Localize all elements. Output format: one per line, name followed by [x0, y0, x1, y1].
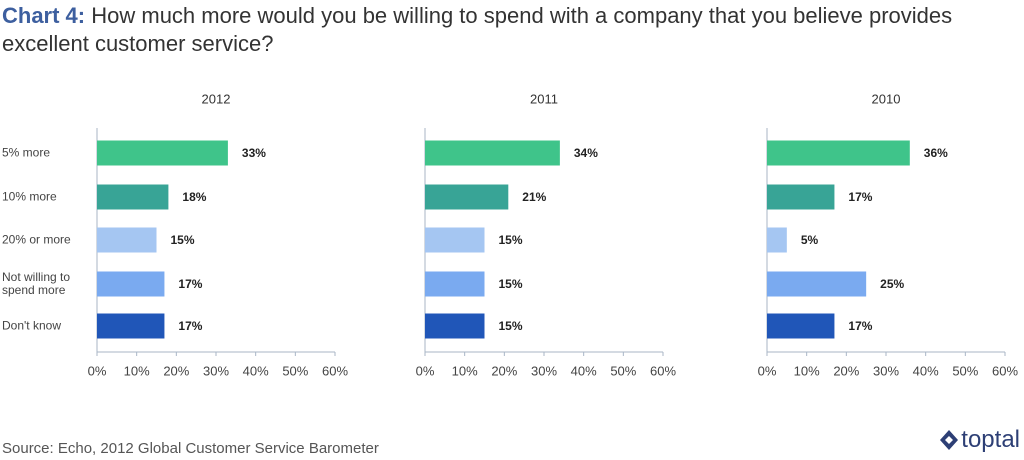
- x-tick-label: 30%: [873, 363, 899, 378]
- x-tick-label: 10%: [124, 363, 150, 378]
- value-label: 17%: [848, 319, 872, 333]
- bar: [425, 313, 485, 339]
- bar: [767, 140, 910, 166]
- value-label: 25%: [880, 277, 904, 291]
- x-tick-label: 50%: [610, 363, 636, 378]
- value-label: 15%: [499, 233, 523, 247]
- value-label: 15%: [171, 233, 195, 247]
- value-label: 5%: [801, 233, 819, 247]
- x-tick-label: 30%: [203, 363, 229, 378]
- x-tick-label: 40%: [243, 363, 269, 378]
- value-label: 17%: [178, 277, 202, 291]
- x-tick-label: 20%: [833, 363, 859, 378]
- value-label: 34%: [574, 146, 598, 160]
- bar: [97, 271, 165, 297]
- x-tick-label: 30%: [531, 363, 557, 378]
- value-label: 17%: [848, 190, 872, 204]
- bar: [425, 227, 485, 253]
- logo-text: toptal: [961, 426, 1020, 453]
- x-tick-label: 0%: [758, 363, 777, 378]
- x-tick-label: 0%: [88, 363, 107, 378]
- x-tick-label: 50%: [282, 363, 308, 378]
- chart-title: How much more would you be willing to sp…: [2, 3, 953, 56]
- x-tick-label: 20%: [491, 363, 517, 378]
- panel-title: 2011: [530, 91, 558, 106]
- bar: [425, 271, 485, 297]
- bar: [425, 140, 560, 166]
- x-tick-label: 60%: [322, 363, 348, 378]
- value-label: 18%: [182, 190, 206, 204]
- panel-title: 2012: [202, 91, 231, 106]
- bar: [97, 313, 165, 339]
- bar: [767, 184, 835, 210]
- bar: [767, 227, 787, 253]
- value-label: 21%: [522, 190, 546, 204]
- x-tick-label: 50%: [952, 363, 978, 378]
- bar: [767, 271, 867, 297]
- source: Source: Echo, 2012 Global Customer Servi…: [2, 440, 379, 457]
- logo: toptal: [939, 426, 1020, 454]
- bar: [767, 313, 835, 339]
- x-tick-label: 40%: [571, 363, 597, 378]
- category-label: 5% more: [2, 145, 51, 160]
- x-tick-label: 10%: [452, 363, 478, 378]
- bar: [97, 140, 228, 166]
- x-tick-label: 20%: [163, 363, 189, 378]
- value-label: 33%: [242, 146, 266, 160]
- value-label: 15%: [499, 277, 523, 291]
- panel-title: 2010: [872, 91, 901, 106]
- category-label: 10% more: [2, 189, 57, 204]
- x-tick-label: 10%: [794, 363, 820, 378]
- value-label: 36%: [924, 146, 948, 160]
- header: Chart 4: How much more would you be will…: [2, 2, 1002, 58]
- category-label: Not willing to spend more: [2, 270, 71, 297]
- bar: [97, 184, 169, 210]
- category-label: 20% or more: [2, 232, 71, 247]
- logo-icon: [940, 430, 959, 450]
- value-label: 17%: [178, 319, 202, 333]
- x-tick-label: 0%: [416, 363, 435, 378]
- x-tick-label: 40%: [913, 363, 939, 378]
- bar: [97, 227, 157, 253]
- x-tick-label: 60%: [650, 363, 676, 378]
- x-tick-label: 60%: [992, 363, 1018, 378]
- value-label: 15%: [499, 319, 523, 333]
- category-label: Don't know: [2, 318, 61, 333]
- bar: [425, 184, 509, 210]
- chart-label: Chart 4:: [2, 3, 86, 28]
